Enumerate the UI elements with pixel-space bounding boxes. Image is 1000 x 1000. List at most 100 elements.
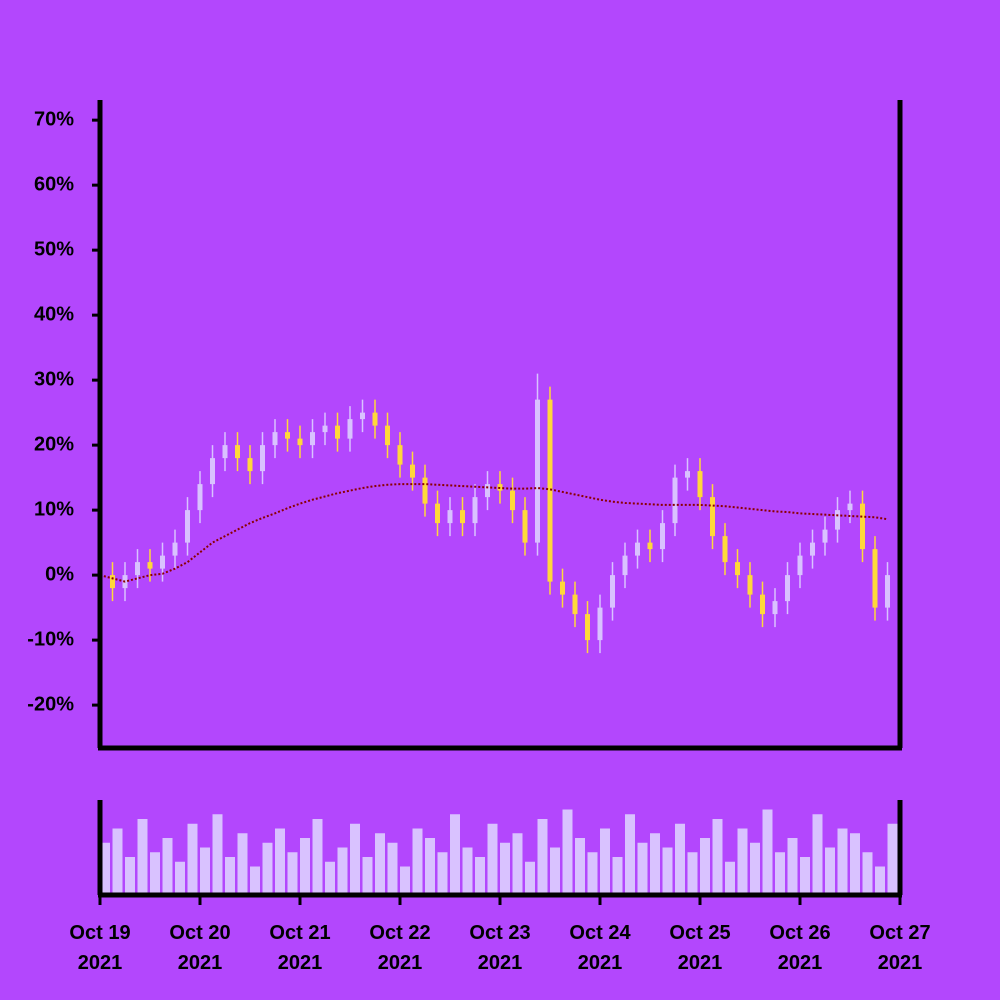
candle-body	[785, 575, 790, 602]
volume-bar	[162, 838, 173, 895]
volume-bar	[375, 833, 385, 895]
candle-body	[560, 581, 565, 595]
volume-bar	[787, 838, 798, 895]
volume-bar	[187, 823, 198, 895]
volume-bar	[812, 814, 823, 895]
candle-body	[185, 510, 190, 543]
volume-bar	[225, 857, 235, 895]
candle-body	[410, 464, 415, 478]
candle-body	[797, 555, 803, 576]
volume-bar	[562, 809, 573, 895]
volume-bar	[300, 838, 310, 895]
candle-body	[535, 399, 540, 543]
candle-body	[385, 425, 390, 446]
volume-bar	[137, 819, 148, 895]
volume-bar	[737, 828, 748, 895]
candle-body	[847, 503, 853, 511]
volume-bar	[175, 861, 185, 895]
candle-body	[272, 432, 278, 446]
candle-body	[397, 445, 403, 465]
volume-bar	[400, 866, 410, 895]
y-tick-label: -20%	[27, 693, 74, 715]
y-tick-label: 40%	[34, 303, 74, 325]
candle-body	[585, 614, 590, 641]
candle-body	[622, 555, 628, 576]
volume-bar	[350, 823, 360, 895]
volume-bar	[337, 847, 348, 895]
x-tick-label: Oct 26 2021	[769, 922, 831, 974]
candle-body	[297, 438, 303, 446]
candle-body	[672, 477, 678, 524]
volume-bar	[550, 847, 560, 895]
volume-bar	[600, 828, 610, 895]
candle-body	[610, 575, 615, 608]
candle-body	[697, 471, 703, 498]
volume-bar	[700, 838, 710, 895]
volume-bar	[575, 838, 585, 895]
volume-bar	[525, 861, 535, 895]
volume-bar	[262, 842, 273, 895]
y-tick-label: 10%	[34, 498, 74, 520]
volume-bar	[837, 828, 848, 895]
volume-bar	[212, 814, 223, 895]
volume-bar	[762, 809, 773, 895]
x-tick-label: Oct 27 2021	[869, 922, 931, 974]
candle-body	[435, 503, 440, 524]
volume-bar	[462, 847, 473, 895]
y-tick-label: 0%	[45, 563, 74, 585]
x-tick-label: Oct 24 2021	[569, 922, 631, 974]
candle-body	[222, 445, 228, 459]
volume-bar	[200, 847, 210, 895]
volume-bar	[862, 852, 873, 895]
volume-bar	[887, 823, 898, 895]
candle-body	[135, 562, 140, 576]
volume-bar	[325, 861, 335, 895]
candle-body	[335, 425, 340, 439]
y-tick-label: 50%	[34, 238, 74, 260]
x-tick-label: Oct 21 2021	[269, 922, 331, 974]
moving-average	[99, 483, 888, 583]
x-tick-label: Oct 20 2021	[169, 922, 231, 974]
volume-bar	[650, 833, 660, 895]
y-tick-label: -10%	[27, 628, 74, 650]
volume-bar	[150, 852, 160, 895]
volume-bar	[362, 857, 373, 895]
x-tick-label: Oct 19 2021	[69, 922, 131, 974]
volume-bar	[112, 828, 123, 895]
candle-body	[635, 542, 640, 556]
volume-bar	[437, 852, 448, 895]
candle-body	[722, 536, 728, 563]
candle-body	[522, 510, 528, 543]
volume-bar	[875, 866, 885, 895]
candle-body	[422, 477, 428, 504]
candle-body	[260, 445, 265, 472]
candle-body	[510, 490, 515, 511]
candle-body	[247, 458, 253, 472]
candle-body	[822, 529, 828, 543]
candle-body	[835, 510, 840, 530]
candle-body	[147, 562, 153, 569]
candle-body	[772, 601, 778, 615]
candle-body	[460, 510, 465, 524]
volume-bar	[450, 814, 460, 895]
volume-bar	[237, 833, 248, 895]
candle-body	[572, 594, 578, 615]
volume-bar	[712, 819, 723, 895]
volume-bar	[587, 852, 598, 895]
y-tick-label: 60%	[34, 173, 74, 195]
candle-body	[547, 399, 553, 582]
volume-bar	[287, 852, 298, 895]
candle-body	[372, 412, 378, 426]
volume-bar	[250, 866, 260, 895]
volume-bar	[725, 861, 735, 895]
volume-bar	[637, 842, 648, 895]
y-tick-label: 70%	[34, 108, 74, 130]
candle-body	[360, 412, 365, 420]
candle-body	[285, 432, 290, 439]
candle-body	[310, 432, 315, 446]
volume-bar	[387, 842, 398, 895]
candle-body	[872, 549, 878, 608]
candle-body	[160, 555, 165, 569]
candle-body	[860, 503, 865, 550]
